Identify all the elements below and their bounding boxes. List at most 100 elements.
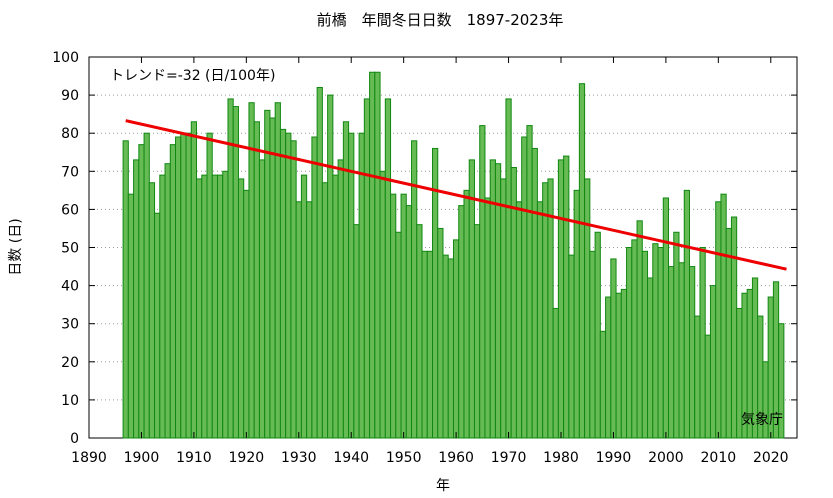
bar — [384, 98, 392, 439]
y-tick-label: 20 — [61, 355, 79, 371]
bar — [479, 125, 486, 439]
bar — [552, 307, 559, 439]
y-tick-label: 40 — [61, 279, 79, 295]
bar — [269, 117, 276, 439]
x-tick-label: 1900 — [124, 450, 160, 466]
y-tick-label: 50 — [61, 241, 79, 257]
bar — [515, 201, 523, 439]
x-tick-label: 1970 — [491, 450, 527, 466]
bar — [363, 98, 371, 439]
y-tick-label: 80 — [61, 126, 79, 142]
x-tick-label: 2020 — [753, 450, 789, 466]
x-tick-label: 2000 — [648, 450, 684, 466]
y-axis-label: 日数 (日) — [8, 218, 24, 275]
bar — [201, 174, 208, 439]
bar — [688, 266, 696, 439]
bar — [180, 132, 187, 439]
bar — [332, 174, 339, 439]
bar — [526, 125, 533, 439]
x-tick-label: 1930 — [281, 450, 317, 466]
bar — [290, 140, 297, 439]
bar — [563, 155, 570, 439]
bar — [458, 205, 465, 439]
bar — [300, 174, 308, 439]
bar — [316, 86, 323, 439]
x-tick-label: 1980 — [543, 450, 579, 466]
bar — [190, 121, 198, 439]
axes: 0 10 20 30 40 50 60 70 80 90 100 1890 1900 1910 1920 19… — [52, 50, 797, 466]
bar — [626, 247, 633, 439]
bar — [379, 170, 386, 439]
bar — [704, 334, 711, 439]
chart-title: 前橋 年間冬日日数 1897-2023年 — [317, 11, 564, 29]
y-tick-label: 10 — [61, 393, 79, 409]
bar — [647, 277, 654, 439]
y-tick-label: 60 — [61, 202, 79, 218]
bar — [348, 132, 355, 439]
bar — [542, 182, 549, 439]
bar — [369, 71, 376, 439]
bar — [557, 159, 565, 439]
bar — [264, 109, 271, 439]
x-axis-label: 年 — [436, 478, 450, 494]
bars — [122, 71, 785, 439]
bar — [725, 227, 732, 439]
bar — [211, 174, 218, 439]
bar — [311, 136, 318, 439]
bar — [169, 144, 177, 439]
bar — [237, 178, 245, 439]
bar — [447, 258, 454, 439]
bar — [709, 285, 717, 439]
bar — [327, 94, 334, 439]
bar — [605, 296, 612, 439]
x-tick-label: 2010 — [701, 450, 737, 466]
bar — [222, 170, 229, 439]
bar — [442, 254, 449, 439]
trend-label: トレンド=-32 (日/100年) — [110, 68, 275, 84]
x-tick-label: 1920 — [229, 450, 265, 466]
bar — [405, 205, 413, 439]
bar — [589, 250, 596, 439]
bar — [400, 193, 407, 439]
bar — [578, 83, 586, 439]
bar — [395, 231, 402, 439]
bar — [599, 330, 607, 439]
bar — [122, 140, 129, 439]
bar — [536, 201, 544, 439]
bar — [421, 250, 428, 439]
bar — [610, 258, 617, 439]
bar — [505, 98, 512, 439]
bar — [778, 323, 785, 439]
bar — [694, 315, 701, 439]
bar — [463, 189, 470, 439]
bar — [248, 102, 255, 439]
bar — [652, 243, 659, 439]
bar — [232, 106, 239, 439]
bar — [468, 159, 475, 439]
trend-line-group — [125, 119, 787, 271]
bar — [196, 178, 203, 439]
x-tick-label: 1910 — [176, 450, 212, 466]
bar — [641, 250, 649, 439]
bar — [673, 231, 680, 439]
bar — [390, 193, 397, 439]
bar — [594, 231, 601, 439]
bar — [620, 288, 628, 439]
bar — [668, 266, 675, 439]
bar — [358, 132, 365, 439]
bar — [175, 136, 182, 439]
bar — [636, 220, 643, 439]
bar — [148, 182, 156, 439]
bar — [484, 197, 491, 439]
bar — [615, 292, 622, 439]
bar — [584, 178, 591, 439]
bar — [127, 193, 135, 439]
bar — [185, 132, 192, 439]
y-tick-label: 100 — [52, 50, 79, 66]
bar — [720, 193, 727, 439]
trend-line — [125, 119, 787, 271]
bar — [138, 144, 145, 439]
bar — [154, 212, 161, 439]
bar — [164, 163, 171, 439]
bar — [306, 201, 313, 439]
